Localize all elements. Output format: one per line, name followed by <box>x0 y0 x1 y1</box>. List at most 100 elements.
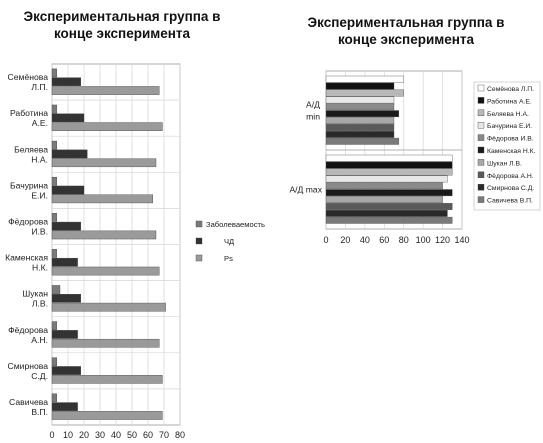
chart2-legend-label: Работина А.Е. <box>487 97 532 105</box>
chart1-legend-label: Заболеваемость <box>206 220 265 229</box>
chart1-legend-label: ЧД <box>224 237 234 246</box>
chart1-legend-label: Ps <box>224 254 233 263</box>
chart1-x-tick-label: 40 <box>111 430 121 440</box>
chart2-x-tick-label: 20 <box>340 235 350 245</box>
chart2-bar <box>325 216 453 224</box>
chart1-bar <box>51 393 57 403</box>
chart1-legend-swatch <box>195 237 203 245</box>
chart2-bar <box>325 189 453 197</box>
chart1-bar <box>51 86 160 95</box>
chart2-bar <box>325 175 448 183</box>
chart2-bar <box>325 103 395 111</box>
chart1-bar <box>51 321 57 330</box>
chart2-bar <box>325 130 395 138</box>
chart1-x-tick-label: 20 <box>79 430 89 440</box>
chart1-category-label: С.Д. <box>31 371 48 381</box>
chart1-category-label: Л.В. <box>32 299 48 309</box>
chart2-legend-swatch <box>477 196 485 203</box>
chart2-title: Экспериментальная группа в конце экспери… <box>307 15 505 47</box>
chart1-bar <box>51 194 154 204</box>
chart2-bar <box>325 196 443 203</box>
chart2-x-tick-label: 0 <box>323 235 328 245</box>
chart1-bar <box>51 266 160 276</box>
chart2-x-tick-label: 40 <box>360 235 370 245</box>
chart1-legend-swatch <box>195 220 203 228</box>
chart1-title: Экспериментальная группа в конце экспери… <box>23 9 221 41</box>
chart1-bar <box>51 140 57 150</box>
chart1-bar <box>51 122 163 131</box>
chart2-legend-label: Шукан Л.В. <box>487 160 522 167</box>
chart1-category-label: Смирнова <box>8 361 49 371</box>
chart1-bar <box>51 302 166 312</box>
chart2-category-label: min <box>306 112 320 122</box>
chart2-bar <box>325 168 453 176</box>
chart1-x-tick-label: 0 <box>49 430 54 440</box>
chart1-category-label: Работина <box>10 108 48 118</box>
chart2-bar <box>325 209 448 217</box>
chart1-category-label: Семёнова <box>8 72 49 82</box>
chart2-legend-label: Беляева Н.А. <box>487 111 529 118</box>
chart1-bar <box>51 230 157 240</box>
chart2-legend-swatch <box>477 171 485 179</box>
chart1-bar <box>51 257 78 267</box>
chart2-bar <box>325 154 453 162</box>
chart2-x-tick-label: 120 <box>435 235 450 245</box>
chart2-bar <box>325 89 404 97</box>
chart1-category-label: Фёдорова <box>8 216 48 226</box>
chart1-bar <box>51 185 85 195</box>
chart2-x-tick-label: 140 <box>454 235 469 245</box>
chart2-bar <box>325 124 395 131</box>
chart1-category-label: Фёдорова <box>8 325 48 335</box>
chart1-bar <box>51 357 57 367</box>
chart2-legend-label: Фёдорова А.Н. <box>487 173 534 180</box>
chart2-x-tick-label: 60 <box>379 235 389 245</box>
chart1-x-tick-label: 10 <box>63 430 73 440</box>
chart2-category-label: А/Д <box>306 100 320 110</box>
chart2-legend-swatch <box>477 97 485 104</box>
chart1-category-label: Н.А. <box>31 154 48 164</box>
chart2-category-label: А/Д max <box>289 185 322 195</box>
chart1-category-label: Е.И. <box>31 190 48 200</box>
chart1-bar <box>51 411 163 420</box>
chart1-legend-swatch <box>195 254 203 262</box>
chart2-legend-swatch <box>477 109 485 117</box>
chart1-bar <box>51 77 81 87</box>
chart1-bar <box>51 104 57 114</box>
chart1-category-label: Савичева <box>9 397 48 407</box>
chart2-bar <box>325 203 453 210</box>
chart2-legend-label: Савичева В.П. <box>487 198 533 205</box>
chart2-bar <box>325 82 395 90</box>
chart1-bar <box>51 294 81 303</box>
chart1-bar <box>51 213 57 222</box>
chart1-bar <box>51 149 88 159</box>
chart1-category-label: В.П. <box>31 407 48 417</box>
chart2-legend-box <box>473 81 541 211</box>
chart1-x-tick-label: 80 <box>175 430 185 440</box>
chart2-legend-label: Смирнова С.Д. <box>487 185 534 192</box>
chart2-legend-label: Фёдорова И.В. <box>487 136 534 143</box>
chart1-category-label: Л.П. <box>31 82 48 92</box>
chart2-bar <box>325 117 395 125</box>
chart2-legend-swatch <box>477 183 485 191</box>
chart1-bar <box>51 68 57 78</box>
chart1-bar <box>51 113 85 123</box>
chart1-category-label: А.Е. <box>32 118 48 128</box>
chart1-x-tick-label: 30 <box>95 430 105 440</box>
chart1-x-tick-label: 70 <box>159 430 169 440</box>
chart2-legend-swatch <box>477 134 485 141</box>
chart1-bar <box>51 330 78 339</box>
chart2-legend-swatch <box>477 146 485 154</box>
chart2-x-tick-label: 80 <box>399 235 409 245</box>
chart1-bar <box>51 402 78 411</box>
chart1-bar <box>51 366 81 375</box>
chart1-x-tick-label: 60 <box>143 430 153 440</box>
chart1-x-tick-label: 50 <box>127 430 137 440</box>
chart1-bar <box>51 221 81 231</box>
chart2-legend-label: Бачурина Е.И. <box>487 123 532 130</box>
chart2-legend-swatch <box>477 121 485 129</box>
chart2-legend-swatch <box>477 159 485 166</box>
chart2-bar <box>325 137 400 145</box>
chart2-bar <box>325 182 443 190</box>
chart1-category-label: Шукан <box>22 289 48 299</box>
chart1-category-label: Н.К. <box>32 263 48 273</box>
